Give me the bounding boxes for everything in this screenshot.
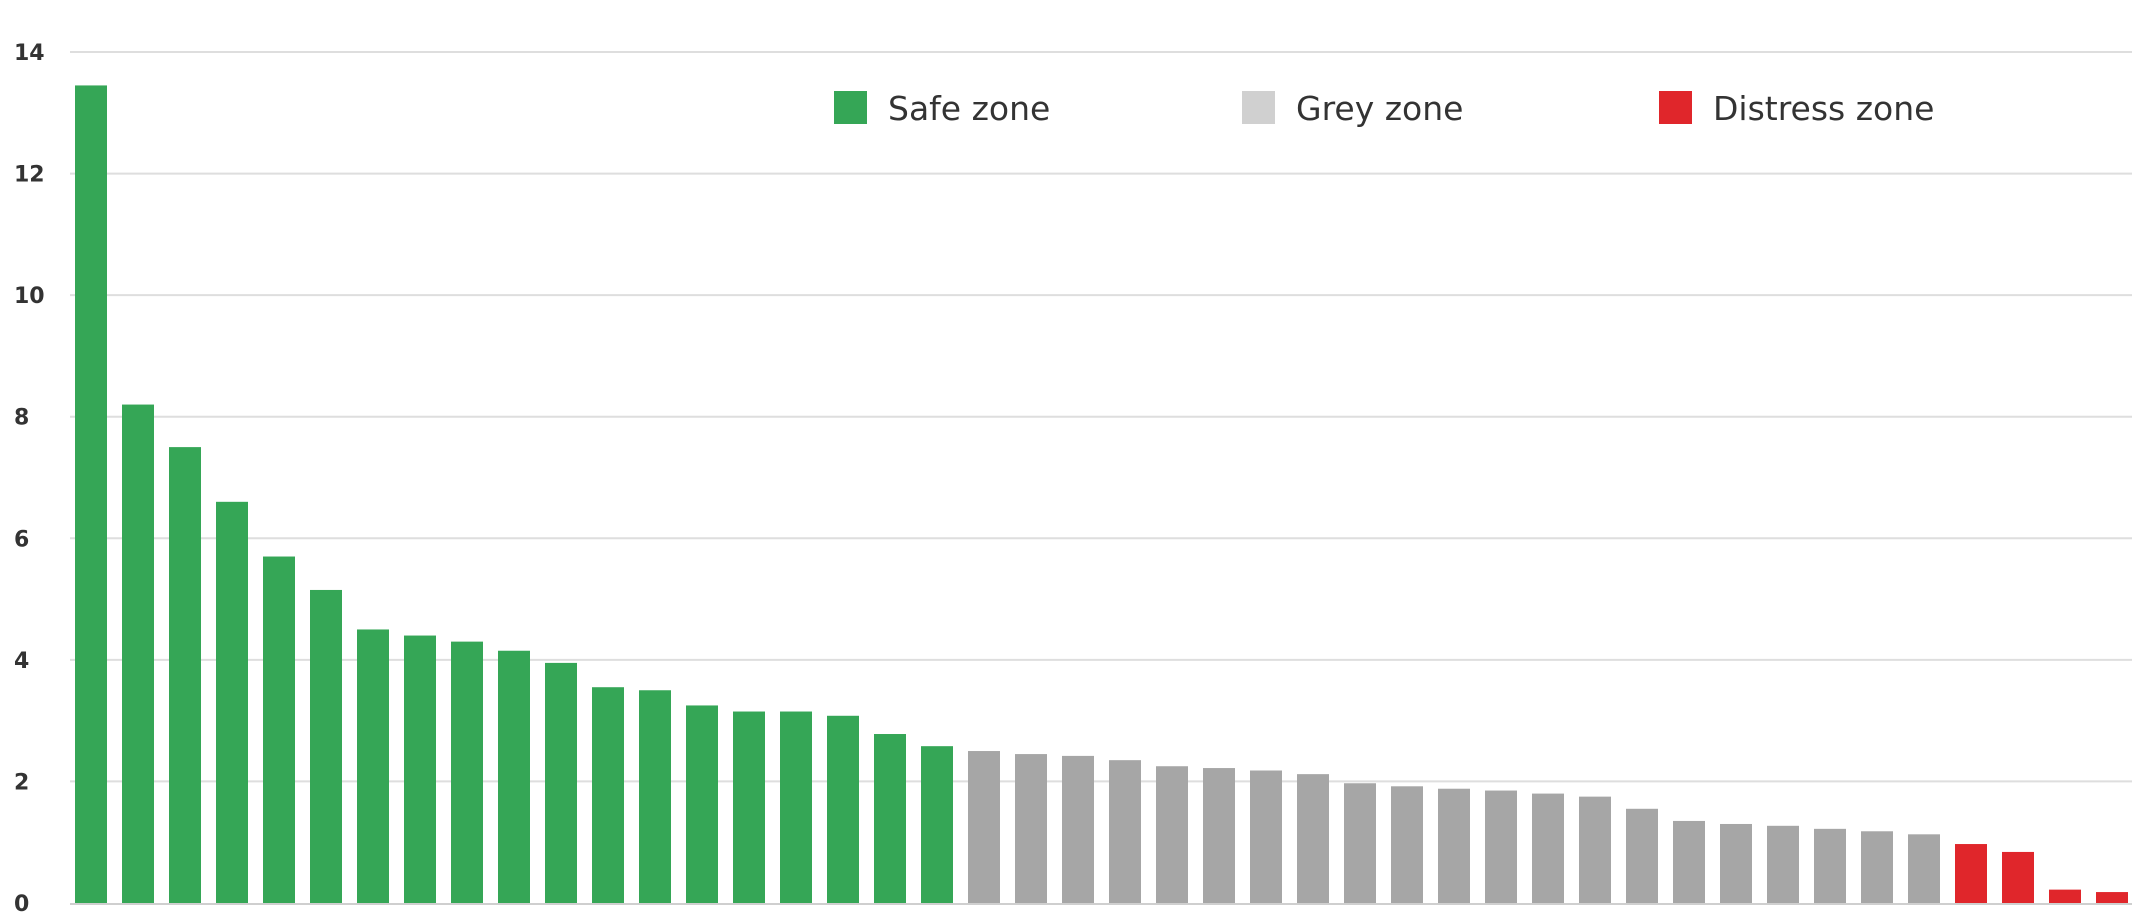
bar-safe — [780, 711, 812, 903]
bar-distress — [2049, 889, 2081, 903]
bar-safe — [827, 715, 859, 903]
bar-grey — [1673, 820, 1705, 903]
bar-safe — [733, 711, 765, 903]
bar-safe — [310, 589, 342, 903]
bar-safe — [498, 650, 530, 903]
bar-grey — [1767, 825, 1799, 903]
y-tick-label: 4 — [14, 649, 29, 674]
bar-grey — [1861, 831, 1893, 903]
y-axis-ticks: 0 2 4 6 8 10 12 14 — [14, 41, 45, 917]
bar-grey — [1297, 774, 1329, 903]
bar-safe — [75, 85, 107, 904]
bar-safe — [921, 746, 953, 903]
bar-grey — [1109, 760, 1141, 903]
bar-safe — [404, 635, 436, 903]
bar-grey — [1485, 790, 1517, 903]
legend-item-grey: Grey zone — [1242, 89, 1463, 128]
bar-grey — [1532, 793, 1564, 903]
bar-safe — [639, 690, 671, 903]
bar-grey — [1579, 796, 1611, 903]
legend-label: Distress zone — [1713, 89, 1934, 128]
legend-swatch — [834, 91, 867, 124]
bar-grey — [1814, 828, 1846, 903]
legend-label: Safe zone — [888, 89, 1050, 128]
legend-label: Grey zone — [1296, 89, 1463, 128]
legend-swatch — [1659, 91, 1692, 124]
bar-grey — [968, 751, 1000, 903]
bar-safe — [451, 641, 483, 903]
bar-safe — [216, 501, 248, 903]
bar-safe — [122, 404, 154, 903]
bar-grey — [1015, 754, 1047, 903]
bar-grey — [1908, 834, 1940, 903]
bar-distress — [2096, 892, 2128, 903]
bar-grey — [1156, 766, 1188, 903]
legend-swatch — [1242, 91, 1275, 124]
legend: Safe zone Grey zone Distress zone — [834, 89, 1934, 128]
y-tick-label: 14 — [14, 41, 45, 66]
bars — [75, 85, 2128, 904]
bar-safe — [357, 629, 389, 903]
bar-grey — [1720, 823, 1752, 903]
y-tick-label: 10 — [14, 284, 45, 309]
legend-item-distress: Distress zone — [1659, 89, 1934, 128]
y-tick-label: 8 — [14, 406, 29, 431]
bar-grey — [1250, 770, 1282, 903]
bar-grey — [1391, 786, 1423, 903]
legend-item-safe: Safe zone — [834, 89, 1050, 128]
y-tick-label: 12 — [14, 163, 45, 188]
y-tick-label: 6 — [14, 527, 29, 552]
y-tick-label: 2 — [14, 770, 29, 795]
bar-safe — [169, 447, 201, 903]
bar-distress — [2002, 851, 2034, 903]
bar-grey — [1062, 755, 1094, 903]
bar-safe — [545, 662, 577, 903]
bar-distress — [1955, 844, 1987, 903]
bar-safe — [592, 687, 624, 903]
bar-grey — [1344, 783, 1376, 903]
bar-safe — [263, 556, 295, 903]
y-tick-label: 0 — [14, 892, 29, 917]
bar-grey — [1626, 808, 1658, 903]
bar-safe — [874, 734, 906, 903]
bar-safe — [686, 705, 718, 903]
bar-grey — [1203, 768, 1235, 903]
bar-grey — [1438, 788, 1470, 903]
